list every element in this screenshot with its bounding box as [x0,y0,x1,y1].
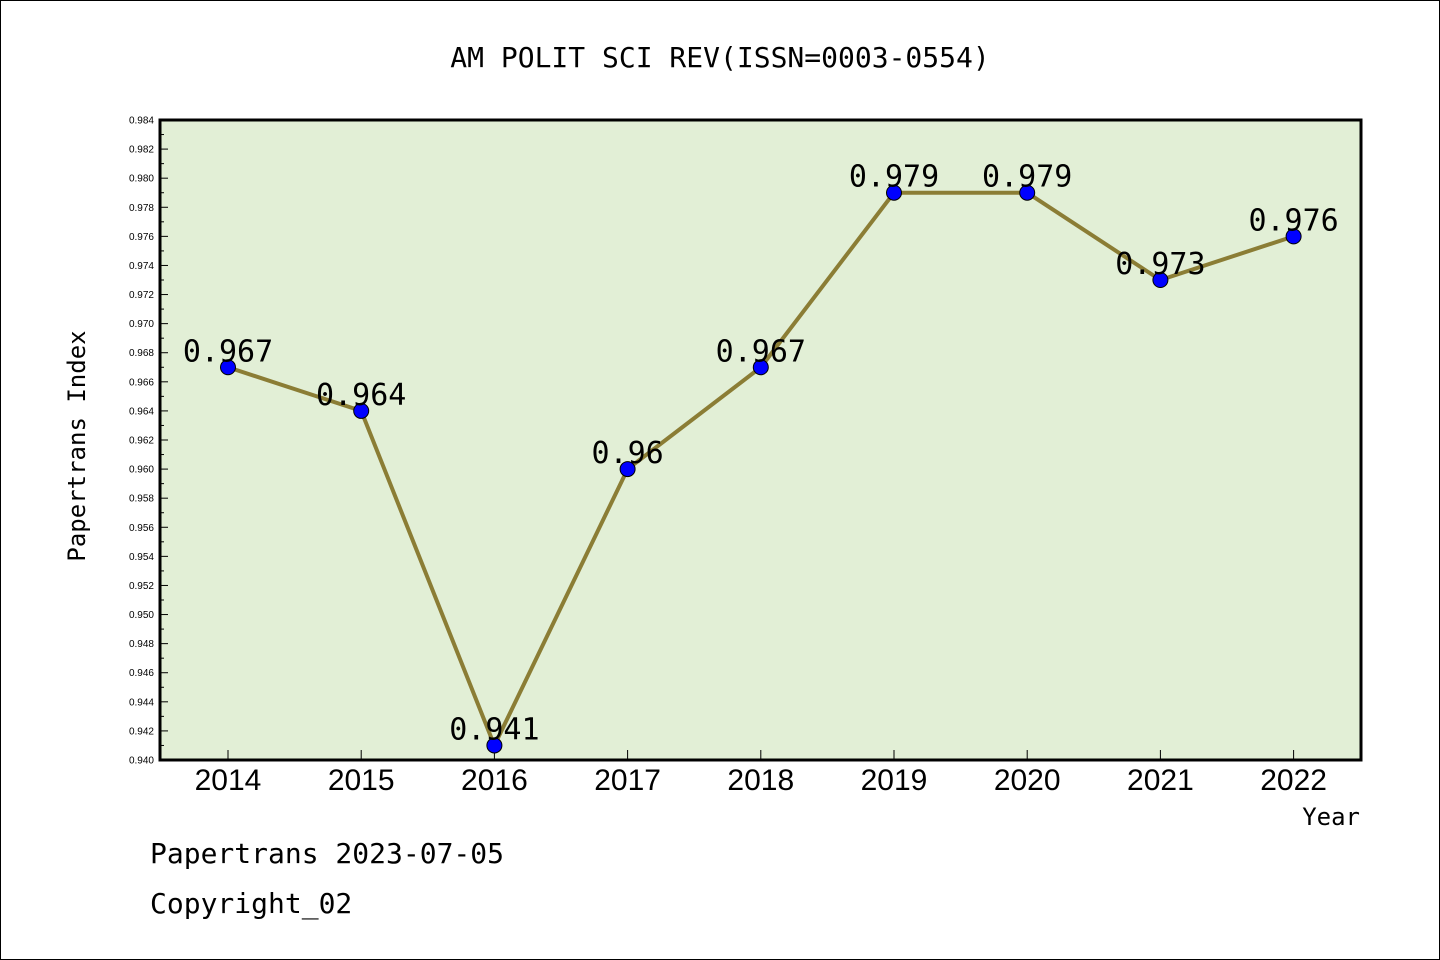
plot-area [160,120,1361,760]
y-tick-label: 0.942 [129,726,154,737]
footer-date: Papertrans 2023-07-05 [150,837,504,870]
y-tick-label: 0.962 [129,436,154,447]
y-tick-label: 0.980 [129,174,154,185]
y-tick-label: 0.944 [129,697,154,708]
x-tick-label: 2017 [594,764,661,797]
y-tick-label: 0.976 [129,232,154,243]
x-tick-label: 2016 [461,764,528,797]
data-point-label: 0.964 [316,378,406,413]
y-tick-label: 0.974 [129,261,154,272]
x-tick-label: 2020 [994,764,1061,797]
y-tick-label: 0.972 [129,290,154,301]
data-point-marker [353,402,370,419]
y-tick-label: 0.964 [129,406,154,417]
y-tick-label: 0.948 [129,639,154,650]
y-tick-label: 0.978 [129,203,154,214]
y-tick-label: 0.952 [129,581,154,592]
data-point-label: 0.941 [449,712,539,747]
data-point-label: 0.96 [591,436,663,471]
x-tick-label: 2022 [1260,764,1327,797]
data-point-marker [1285,228,1302,245]
y-tick-label: 0.970 [129,319,154,330]
y-tick-label: 0.946 [129,668,154,679]
y-tick-label: 0.956 [129,523,154,534]
data-point-label: 0.973 [1115,247,1205,282]
y-tick-label: 0.960 [129,465,154,476]
y-tick-label: 0.968 [129,348,154,359]
chart-title: AM POLIT SCI REV(ISSN=0003-0554) [450,41,989,74]
data-point-marker [1152,272,1169,288]
y-axis-ticks: 0.940 0.942 0.944 0.946 0.948 0.950 0.952 0.954… [129,116,168,767]
data-point-marker [486,737,503,754]
y-tick-label: 0.966 [129,377,154,388]
data-labels: 0.967 0.964 0.941 0.96 0.967 0.979 0.979 0.973 0… [183,160,1339,748]
data-point-label: 0.967 [716,334,806,369]
x-tick-label: 2021 [1127,764,1194,797]
data-point-marker [1019,184,1036,201]
x-axis-label: Year [1302,803,1360,831]
y-tick-label: 0.940 [129,756,154,767]
y-tick-label: 0.950 [129,610,154,621]
data-point-label: 0.979 [982,160,1072,195]
data-point-marker [752,359,769,376]
x-axis-ticks: 2014 2015 2016 2017 2018 2019 2020 2021 2022 [195,750,1327,797]
data-point-marker [886,184,902,201]
y-tick-label: 0.982 [129,145,154,156]
y-tick-label: 0.954 [129,552,154,563]
y-tick-label: 0.984 [129,116,154,127]
y-axis-label: Papertrans Index [63,330,91,561]
x-tick-label: 2019 [861,764,928,797]
footer-copyright: Copyright_02 [150,887,352,921]
plot-border [158,118,1363,762]
y-tick-label: 0.958 [129,494,154,505]
data-point-marker [220,359,236,376]
x-tick-label: 2015 [328,764,395,797]
x-tick-label: 2014 [195,764,262,797]
data-point-label: 0.979 [849,160,939,195]
data-point-label: 0.967 [183,334,273,369]
data-point-marker [619,461,636,478]
x-tick-label: 2018 [727,764,794,797]
data-point-label: 0.976 [1248,203,1338,238]
series-markers [220,184,1302,754]
